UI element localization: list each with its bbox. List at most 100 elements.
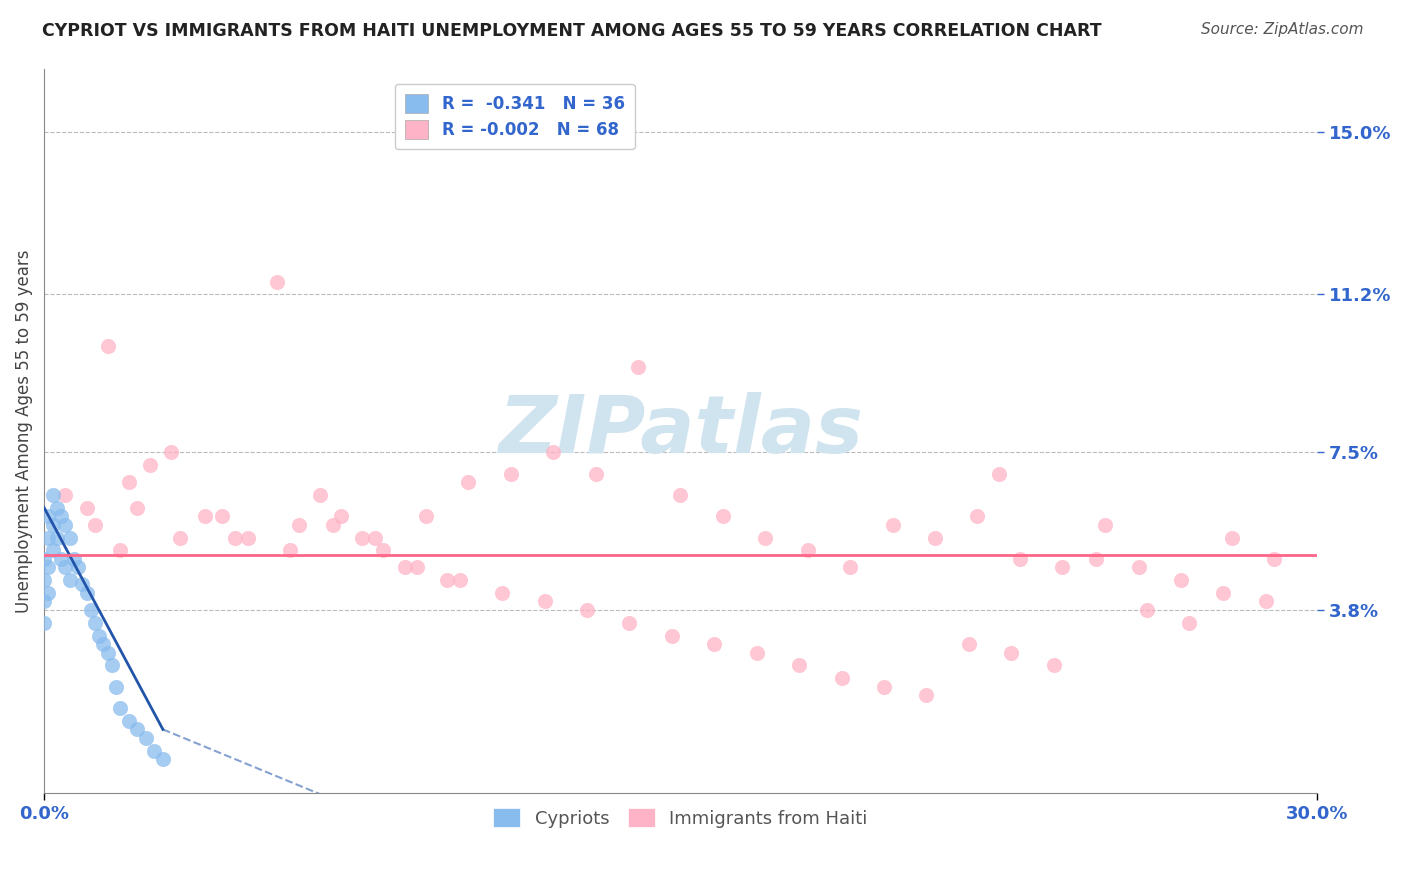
- Point: [32, 615, 55, 630]
- Point: [745, 646, 768, 660]
- Point: [101, 658, 124, 673]
- Point: [160, 445, 183, 459]
- Point: [1050, 560, 1073, 574]
- Point: [152, 752, 174, 766]
- Point: [1085, 552, 1108, 566]
- Point: [118, 714, 141, 728]
- Point: [37, 586, 59, 600]
- Point: [533, 594, 555, 608]
- Point: [97, 339, 120, 353]
- Point: [831, 671, 853, 685]
- Point: [72, 577, 94, 591]
- Point: [236, 531, 259, 545]
- Point: [915, 688, 938, 702]
- Point: [415, 509, 437, 524]
- Point: [37, 560, 59, 574]
- Point: [1254, 594, 1277, 608]
- Point: [1128, 560, 1150, 574]
- Point: [45, 531, 67, 545]
- Point: [93, 637, 115, 651]
- Point: [37, 531, 59, 545]
- Point: [194, 509, 217, 524]
- Point: [796, 543, 818, 558]
- Point: [32, 573, 55, 587]
- Point: [873, 680, 896, 694]
- Point: [491, 586, 513, 600]
- Point: [278, 543, 301, 558]
- Point: [957, 637, 980, 651]
- Point: [127, 723, 149, 737]
- Point: [1136, 603, 1159, 617]
- Point: [924, 531, 946, 545]
- Point: [53, 517, 76, 532]
- Point: [49, 509, 72, 524]
- Point: [266, 275, 288, 289]
- Point: [49, 552, 72, 566]
- Point: [224, 531, 246, 545]
- Point: [711, 509, 734, 524]
- Text: ZIPatlas: ZIPatlas: [498, 392, 863, 470]
- Point: [1212, 586, 1234, 600]
- Point: [576, 603, 599, 617]
- Point: [110, 701, 132, 715]
- Point: [41, 488, 63, 502]
- Point: [987, 467, 1010, 481]
- Point: [110, 543, 132, 558]
- Point: [143, 744, 166, 758]
- Point: [76, 586, 98, 600]
- Point: [457, 475, 479, 489]
- Y-axis label: Unemployment Among Ages 55 to 59 years: Unemployment Among Ages 55 to 59 years: [15, 249, 32, 613]
- Point: [62, 552, 84, 566]
- Point: [627, 359, 650, 374]
- Point: [619, 615, 641, 630]
- Point: [58, 531, 80, 545]
- Point: [32, 594, 55, 608]
- Point: [661, 629, 683, 643]
- Point: [41, 517, 63, 532]
- Point: [41, 543, 63, 558]
- Point: [84, 517, 107, 532]
- Point: [1170, 573, 1192, 587]
- Text: CYPRIOT VS IMMIGRANTS FROM HAITI UNEMPLOYMENT AMONG AGES 55 TO 59 YEARS CORRELAT: CYPRIOT VS IMMIGRANTS FROM HAITI UNEMPLO…: [42, 22, 1102, 40]
- Point: [322, 517, 344, 532]
- Point: [966, 509, 988, 524]
- Point: [97, 646, 120, 660]
- Point: [84, 615, 107, 630]
- Point: [1008, 552, 1031, 566]
- Point: [58, 573, 80, 587]
- Point: [89, 629, 111, 643]
- Point: [45, 500, 67, 515]
- Point: [53, 488, 76, 502]
- Point: [352, 531, 374, 545]
- Point: [1263, 552, 1285, 566]
- Point: [703, 637, 725, 651]
- Point: [436, 573, 458, 587]
- Point: [449, 573, 471, 587]
- Point: [127, 500, 149, 515]
- Point: [373, 543, 395, 558]
- Point: [80, 603, 103, 617]
- Point: [139, 458, 162, 472]
- Point: [53, 560, 76, 574]
- Point: [541, 445, 564, 459]
- Point: [169, 531, 191, 545]
- Point: [32, 552, 55, 566]
- Point: [118, 475, 141, 489]
- Point: [135, 731, 157, 745]
- Point: [1220, 531, 1243, 545]
- Point: [211, 509, 233, 524]
- Point: [1094, 517, 1116, 532]
- Legend: Cypriots, Immigrants from Haiti: Cypriots, Immigrants from Haiti: [486, 801, 875, 835]
- Point: [1000, 646, 1022, 660]
- Point: [287, 517, 309, 532]
- Point: [364, 531, 387, 545]
- Point: [882, 517, 904, 532]
- Point: [787, 658, 810, 673]
- Point: [499, 467, 522, 481]
- Point: [1178, 615, 1201, 630]
- Point: [37, 509, 59, 524]
- Point: [330, 509, 353, 524]
- Point: [406, 560, 429, 574]
- Point: [76, 500, 98, 515]
- Point: [308, 488, 330, 502]
